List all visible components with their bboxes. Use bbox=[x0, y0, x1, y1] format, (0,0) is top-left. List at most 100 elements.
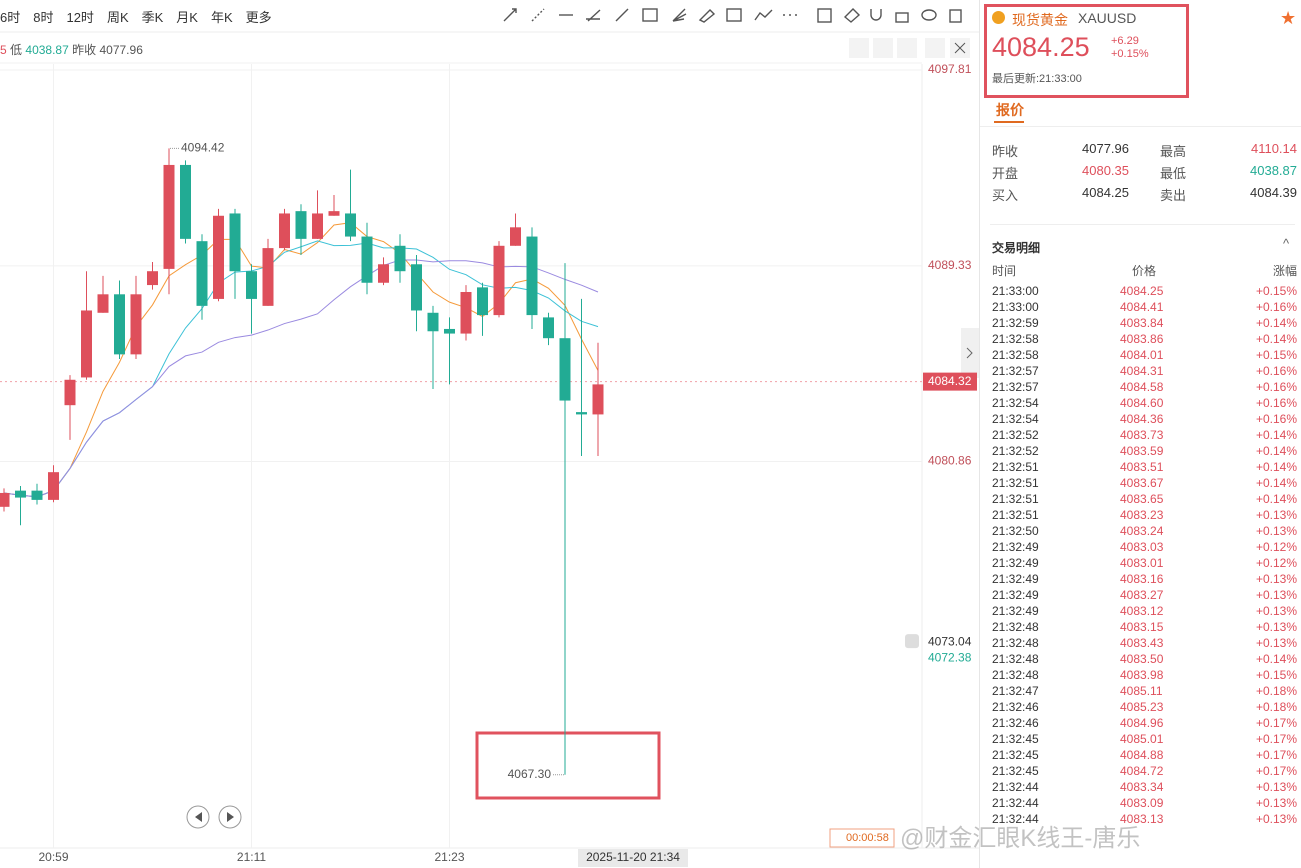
stat-label: 最高 bbox=[1160, 144, 1187, 159]
candle-body bbox=[559, 338, 571, 401]
candle-body bbox=[130, 294, 142, 355]
trade-time: 21:33:00 bbox=[992, 300, 1039, 314]
chart: 4097.81 4089.33 4080.86 20:59 21:11 21:23 4084… bbox=[0, 8, 979, 867]
candle-body bbox=[229, 213, 241, 272]
period-toolbar: 6时 8时 12时 周K 季K 月K 年K 更多 bbox=[0, 7, 285, 27]
trade-row: 21:32:47 4085.11 +0.18% bbox=[980, 684, 1301, 700]
drawing-tools[interactable] bbox=[503, 8, 962, 23]
trade-time: 21:32:50 bbox=[992, 524, 1039, 538]
trade-change: +0.13% bbox=[1255, 604, 1297, 618]
candle-body bbox=[345, 213, 356, 237]
trade-change: +0.14% bbox=[1255, 316, 1297, 330]
trade-price: 4085.01 bbox=[1120, 732, 1164, 746]
trade-time: 21:32:57 bbox=[992, 364, 1039, 378]
last-price-badge bbox=[923, 372, 977, 391]
collapse[interactable]: ^ bbox=[1283, 236, 1290, 251]
y-tick-label: 4080.86 bbox=[928, 454, 972, 468]
info-value: 4077.96 bbox=[99, 43, 143, 57]
candle-body bbox=[196, 241, 208, 306]
divider bbox=[980, 126, 1301, 127]
trade-row: 21:32:51 4083.51 +0.14% bbox=[980, 460, 1301, 476]
ma-line bbox=[3, 240, 599, 498]
x-tick-label: 21:11 bbox=[237, 850, 266, 864]
tab[interactable]: 报价 bbox=[996, 102, 1024, 118]
period-button[interactable]: 12时 bbox=[66, 10, 94, 25]
trade-row: 21:32:45 4084.88 +0.17% bbox=[980, 748, 1301, 764]
trade-row: 21:32:44 4083.13 +0.13% bbox=[980, 812, 1301, 828]
trade-change: +0.14% bbox=[1255, 428, 1297, 442]
trade-time: 21:32:59 bbox=[992, 316, 1039, 330]
trade-price: 4083.65 bbox=[1120, 492, 1164, 506]
stat-label: 开盘 bbox=[992, 166, 1019, 181]
crosshair-time: 2025-11-20 21:34 bbox=[586, 850, 680, 864]
quote-updated: 最后更新:21:33:00 bbox=[992, 73, 1082, 85]
period-button[interactable]: 6时 bbox=[0, 10, 21, 25]
trade-change: +0.14% bbox=[1255, 476, 1297, 490]
trade-change: +0.17% bbox=[1255, 716, 1297, 730]
trade-change: +0.14% bbox=[1255, 492, 1297, 506]
trade-change: +0.16% bbox=[1255, 300, 1297, 314]
trade-time: 21:32:49 bbox=[992, 588, 1039, 602]
high-label: 4094.42 bbox=[181, 140, 225, 154]
trade-price: 4083.67 bbox=[1120, 476, 1164, 490]
trade-row: 21:32:49 4083.01 +0.12% bbox=[980, 556, 1301, 572]
trade-price: 4083.24 bbox=[1120, 524, 1164, 538]
candle-body bbox=[361, 236, 373, 283]
y-tick-label: 4097.81 bbox=[928, 62, 972, 76]
trade-change: +0.13% bbox=[1255, 796, 1297, 810]
alert-price-label: 4073.04 bbox=[928, 634, 972, 648]
trades-header: 时间 价格 涨幅 bbox=[980, 262, 1301, 278]
stat-value: 4077.96 bbox=[1082, 141, 1129, 156]
candle-body bbox=[114, 294, 125, 355]
candle-body bbox=[97, 294, 109, 313]
trade-price: 4083.98 bbox=[1120, 668, 1164, 682]
quote-symbol: XAUUSD bbox=[1078, 10, 1137, 26]
trade-row: 21:32:49 4083.03 +0.12% bbox=[980, 540, 1301, 556]
candle-body bbox=[64, 379, 76, 406]
trade-change: +0.13% bbox=[1255, 620, 1297, 634]
trade-row: 21:32:48 4083.98 +0.15% bbox=[980, 668, 1301, 684]
favorite-star[interactable]: ★ bbox=[1280, 8, 1297, 28]
period-button[interactable]: 月K bbox=[176, 10, 198, 25]
trade-price: 4084.36 bbox=[1120, 412, 1164, 426]
trade-price: 4085.23 bbox=[1120, 700, 1164, 714]
candle-body bbox=[444, 328, 455, 334]
trade-price: 4083.51 bbox=[1120, 460, 1164, 474]
trade-price: 4083.84 bbox=[1120, 316, 1164, 330]
trade-row: 21:32:59 4083.84 +0.14% bbox=[980, 316, 1301, 332]
candle-body bbox=[427, 312, 439, 332]
trade-time: 21:32:45 bbox=[992, 732, 1039, 746]
stat-label: 昨收 bbox=[992, 144, 1019, 159]
trade-time: 21:32:51 bbox=[992, 508, 1039, 522]
alert-icon bbox=[905, 634, 919, 649]
trade-row: 21:33:00 4084.41 +0.16% bbox=[980, 300, 1301, 316]
trade-change: +0.14% bbox=[1255, 652, 1297, 666]
candle-body bbox=[378, 264, 389, 283]
candle-body bbox=[180, 164, 191, 239]
period-button[interactable]: 年K bbox=[210, 10, 233, 25]
trade-change: +0.13% bbox=[1255, 812, 1297, 826]
candle-body bbox=[31, 490, 43, 500]
period-button[interactable]: 周K bbox=[106, 10, 129, 25]
info-bar: 5 低 4038.87 昨收 4077.96 bbox=[0, 41, 143, 58]
trade-time: 21:32:49 bbox=[992, 604, 1039, 618]
trade-price: 4083.09 bbox=[1120, 796, 1164, 810]
trade-row: 21:32:57 4084.31 +0.16% bbox=[980, 364, 1301, 380]
trade-change: +0.16% bbox=[1255, 396, 1297, 410]
trade-change: +0.17% bbox=[1255, 732, 1297, 746]
trade-price: 4084.58 bbox=[1120, 380, 1164, 394]
trade-price: 4084.60 bbox=[1120, 396, 1164, 410]
stat-value: 4080.35 bbox=[1082, 163, 1129, 178]
period-button[interactable]: 季K bbox=[141, 10, 164, 25]
candle-body bbox=[147, 271, 158, 286]
header-cell: 价格 bbox=[1132, 264, 1157, 278]
candle-body bbox=[163, 164, 175, 269]
chart-controls[interactable] bbox=[186, 38, 979, 829]
period-button[interactable]: 更多 bbox=[245, 10, 272, 25]
period-button[interactable]: 8时 bbox=[33, 10, 54, 25]
quote-panel: 现货黄金 XAUUSD 4084.25 +6.29 +0.15% 最后更新:21… bbox=[979, 0, 1301, 868]
candle-body bbox=[213, 215, 224, 299]
trade-change: +0.15% bbox=[1255, 348, 1297, 362]
trade-time: 21:32:48 bbox=[992, 636, 1039, 650]
